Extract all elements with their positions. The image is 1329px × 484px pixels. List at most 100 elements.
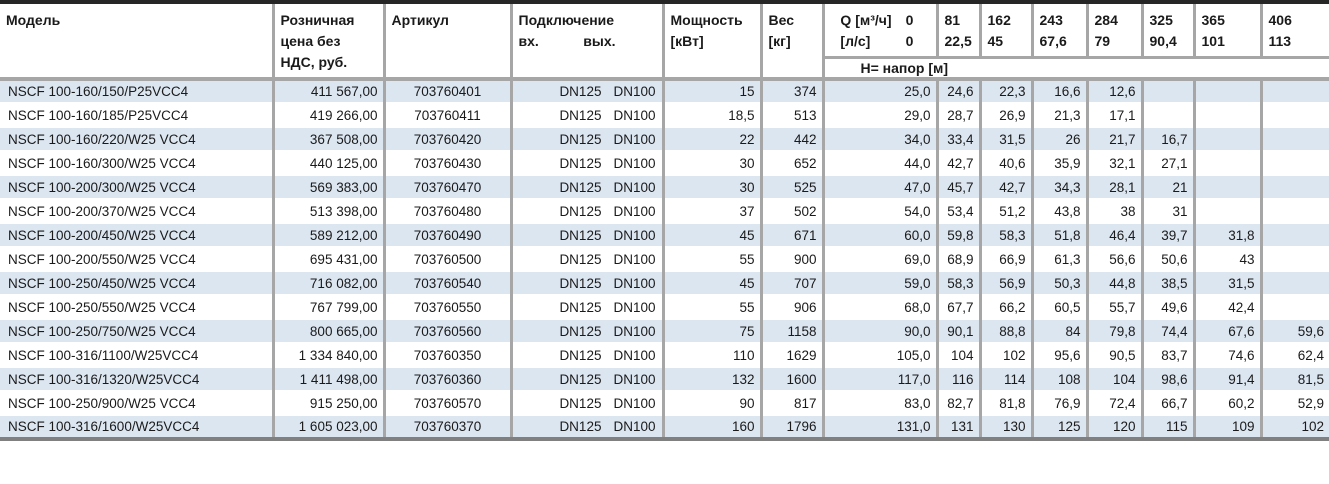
head-cell-q81: 58,3: [937, 271, 982, 295]
head-cell-q81: 67,7: [937, 295, 982, 319]
article-cell: 703760570: [384, 391, 513, 415]
head-cell-q162: 58,3: [980, 223, 1034, 247]
head-cell-q162: 31,5: [980, 127, 1034, 151]
head-cell-q406: 62,4: [1297, 347, 1324, 363]
model-cell: NSCF 100-200/370/W25 VCC4: [0, 199, 275, 223]
weight-cell: 1796: [761, 415, 825, 439]
connection-cell: DN125 DN100: [511, 223, 665, 247]
price-cell: 440 125,00: [273, 151, 386, 175]
col-header-power: Мощность [кВт]: [663, 2, 763, 79]
article-cell: 703760470: [384, 175, 513, 199]
connection-cell: DN125 DN100: [511, 103, 665, 127]
dn-in-value: DN125: [559, 155, 602, 171]
model-cell: NSCF 100-316/1100/W25VCC4: [0, 343, 275, 367]
price-cell: 589 212,00: [273, 223, 386, 247]
head-cell-q284: 21,7: [1087, 127, 1144, 151]
weight-cell: 906: [761, 295, 825, 319]
dn-in-value: DN125: [559, 251, 602, 267]
dn-in-value: DN125: [559, 323, 602, 339]
model-cell: NSCF 100-316/1320/W25VCC4: [0, 367, 275, 391]
dn-in-value: DN125: [559, 299, 602, 315]
col-header-price: Розничная цена без НДС, руб.: [273, 2, 386, 79]
head-cell-q406: [1261, 151, 1329, 175]
table-row: NSCF 100-160/300/W25 VCC4 440 125,00 703…: [0, 151, 1329, 175]
dn-out-value: DN100: [613, 323, 656, 339]
pump-price-table: Модель Розничная цена без НДС, руб. Арти…: [0, 0, 1329, 441]
flow-q-value: 325: [1149, 12, 1173, 28]
price-cell: 1 411 498,00: [273, 367, 386, 391]
head-cell-q243: 21,3: [1032, 103, 1089, 127]
head-cell-q162: 114: [980, 367, 1034, 391]
flow-q-value: 81: [944, 12, 961, 28]
dn-in-value: DN125: [559, 347, 602, 363]
head-cell-q406: [1261, 247, 1329, 271]
head-cell-q162: 40,6: [980, 151, 1034, 175]
power-cell: 45: [663, 271, 763, 295]
col-header-flow-406: 406 113: [1261, 2, 1329, 59]
head-cell-q365: 109: [1194, 415, 1263, 439]
article-cell: 703760420: [384, 127, 513, 151]
head-cell-q243: 50,3: [1032, 271, 1089, 295]
connection-cell: DN125 DN100: [511, 127, 665, 151]
model-cell: NSCF 100-250/550/W25 VCC4: [0, 295, 275, 319]
flow-ls-value: 101: [1201, 33, 1225, 49]
connection-cell: DN125 DN100: [511, 247, 665, 271]
head-cell-q365: 91,4: [1194, 367, 1263, 391]
article-cell: 703760550: [384, 295, 513, 319]
flow-q-value: 162: [987, 12, 1011, 28]
col-header-flow-325: 325 90,4: [1142, 2, 1196, 59]
head-cell-q406: [1261, 295, 1329, 319]
model-cell: NSCF 100-250/900/W25 VCC4: [0, 391, 275, 415]
head-cell-q0: 60,0: [823, 223, 939, 247]
col-header-weight: Вес [кг]: [761, 2, 825, 79]
connection-cell: DN125 DN100: [511, 295, 665, 319]
col-header-flow-81: 81 22,5: [937, 2, 982, 59]
price-cell: 411 567,00: [273, 79, 386, 103]
table-row: NSCF 100-316/1100/W25VCC4 1 334 840,00 7…: [0, 343, 1329, 367]
dn-in-value: DN125: [559, 203, 602, 219]
power-cell: 132: [663, 367, 763, 391]
connection-in-label: вх.: [518, 33, 539, 49]
dn-out-value: DN100: [613, 395, 656, 411]
head-cell-q406: [1261, 271, 1329, 295]
article-cell: 703760360: [384, 367, 513, 391]
head-cell-q325: 66,7: [1142, 391, 1196, 415]
head-cell-q325: 16,7: [1142, 127, 1196, 151]
head-cell-q0: 83,0: [823, 391, 939, 415]
head-cell-q406: [1261, 199, 1329, 223]
article-cell: 703760560: [384, 319, 513, 343]
head-cell-q162: 42,7: [980, 175, 1034, 199]
head-cell-q365: [1194, 175, 1263, 199]
model-cell: NSCF 100-160/300/W25 VCC4: [0, 151, 275, 175]
q-m3h-zero: 0: [905, 12, 914, 28]
power-cell: 37: [663, 199, 763, 223]
head-cell-q162: 22,3: [980, 79, 1034, 103]
head-cell-q81: 28,7: [937, 103, 982, 127]
head-cell-q365: [1194, 79, 1263, 103]
head-cell-q81: 45,7: [937, 175, 982, 199]
head-cell-q243: 108: [1032, 367, 1089, 391]
head-cell-q325: 115: [1142, 415, 1196, 439]
head-cell-q325: 83,7: [1142, 343, 1196, 367]
price-cell: 1 334 840,00: [273, 343, 386, 367]
table-row: NSCF 100-160/220/W25 VCC4 367 508,00 703…: [0, 127, 1329, 151]
dn-out-value: DN100: [613, 107, 656, 123]
power-cell: 18,5: [663, 103, 763, 127]
head-cell-q0: 34,0: [823, 127, 939, 151]
head-cell-q162: 66,2: [980, 295, 1034, 319]
power-cell: 30: [663, 151, 763, 175]
weight-unit: [кг]: [768, 33, 791, 49]
weight-cell: 671: [761, 223, 825, 247]
article-cell: 703760401: [384, 79, 513, 103]
table-row: NSCF 100-316/1600/W25VCC4 1 605 023,00 7…: [0, 415, 1329, 439]
head-cell-q243: 61,3: [1032, 247, 1089, 271]
connection-cell: DN125 DN100: [511, 391, 665, 415]
head-cell-q406: 102: [1301, 419, 1324, 434]
connection-label: Подключение: [518, 12, 615, 28]
connection-cell: DN125 DN100: [511, 271, 665, 295]
head-cell-q365: 31,8: [1194, 223, 1263, 247]
connection-cell: DN125 DN100: [511, 367, 665, 391]
head-cell-q325: 38,5: [1142, 271, 1196, 295]
connection-cell: DN125 DN100: [511, 199, 665, 223]
connection-cell: DN125 DN100: [511, 415, 665, 439]
